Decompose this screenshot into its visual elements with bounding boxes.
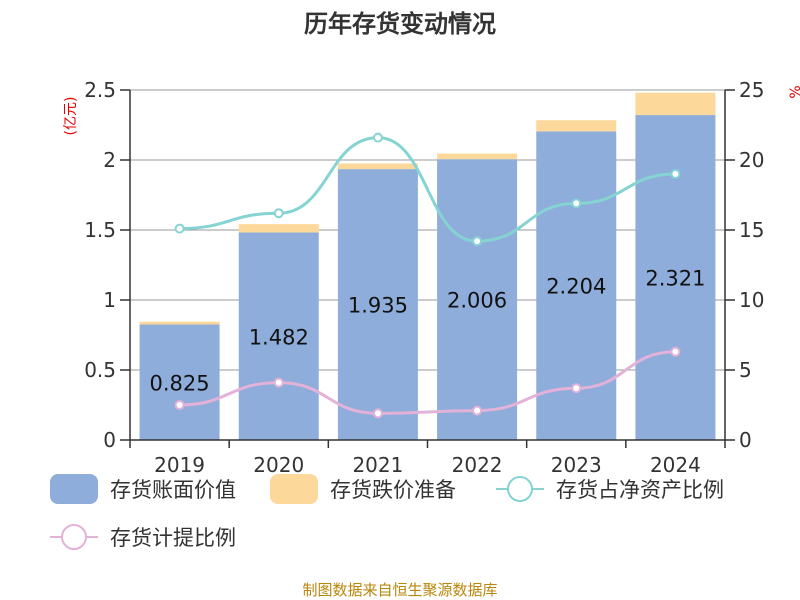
line-provision-ratio [179, 350, 676, 415]
right-tick-label: 0 [739, 428, 752, 452]
point-provision-ratio-2020 [273, 377, 284, 388]
left-axis-unit: (亿元) [63, 97, 79, 136]
x-tick-label-2023: 2023 [551, 453, 602, 477]
point-provision-ratio-2022 [472, 405, 483, 416]
point-provision-ratio-2021 [372, 408, 383, 419]
point-net-assets-ratio-2024 [670, 169, 681, 179]
legend-marker-3 [61, 524, 87, 550]
data-labels: 0.825 1.482 1.935 2.006 2.204 2.321 [150, 267, 706, 396]
legend-label-3: 存货计提比例 [110, 526, 236, 550]
legend-label-1: 存货跌价准备 [330, 478, 456, 502]
bar-book-value-2021 [337, 169, 418, 440]
source-note: 制图数据来自恒生聚源数据库 [302, 581, 497, 599]
legend-swatch-1 [270, 474, 318, 504]
point-net-assets-ratio-2022 [472, 236, 483, 247]
left-tick-label: 2 [103, 148, 116, 172]
legend-label-2: 存货占净资产比例 [556, 478, 724, 502]
point-net-assets-ratio-2023 [571, 198, 582, 209]
bar-book-value-2020 [238, 232, 319, 440]
right-tick-label: 15 [739, 218, 764, 242]
left-tick-label: 1 [103, 288, 116, 312]
bar-book-value-2019 [139, 324, 220, 440]
right-tick-label: 20 [739, 148, 764, 172]
line-series [174, 132, 681, 419]
tick-labels: 0 0.5 1 1.5 2 2.5 0 5 10 15 20 25 2019 2020 2021 2022 20… [84, 78, 764, 477]
right-tick-label: 10 [739, 288, 764, 312]
point-provision-ratio-2024 [670, 346, 681, 357]
legend-label-0: 存货账面价值 [110, 478, 236, 502]
bar-provision-2022 [437, 153, 518, 160]
left-tick-label: 0 [103, 428, 116, 452]
chart-title: 历年存货变动情况 [304, 10, 496, 38]
bar-provision-2024 [635, 92, 716, 116]
left-tick-label: 2.5 [84, 78, 116, 102]
right-tick-label: 5 [739, 358, 752, 382]
right-axis-unit: % [788, 85, 800, 98]
point-net-assets-ratio-2020 [273, 208, 284, 219]
x-tick-label-2020: 2020 [253, 453, 304, 477]
bar-provision-2019 [139, 321, 220, 325]
x-tick-label-2021: 2021 [352, 453, 403, 477]
left-tick-label: 0.5 [84, 358, 116, 382]
left-tick-label: 1.5 [84, 218, 116, 242]
data-label-2024: 2.321 [645, 267, 705, 291]
data-label-2019: 0.825 [150, 371, 210, 395]
x-tick-label-2024: 2024 [650, 453, 701, 477]
axes [120, 89, 735, 448]
x-tick-label-2022: 2022 [452, 453, 503, 477]
bar-provision-2020 [238, 224, 319, 233]
data-label-2023: 2.204 [546, 275, 606, 299]
legend-swatch-0 [50, 474, 98, 504]
data-label-2020: 1.482 [249, 325, 309, 349]
point-net-assets-ratio-2019 [174, 223, 185, 234]
bar-provision-2021 [337, 163, 418, 170]
data-label-2021: 1.935 [348, 294, 408, 318]
bar-series [139, 92, 716, 440]
point-net-assets-ratio-2021 [372, 132, 383, 143]
right-tick-label: 25 [739, 78, 764, 102]
x-tick-label-2019: 2019 [154, 453, 205, 477]
data-label-2022: 2.006 [447, 289, 507, 313]
legend-marker-2 [507, 476, 533, 502]
bar-provision-2023 [536, 120, 617, 132]
bar-book-value-2022 [437, 159, 518, 440]
point-provision-ratio-2019 [174, 400, 185, 410]
point-provision-ratio-2023 [571, 383, 582, 394]
